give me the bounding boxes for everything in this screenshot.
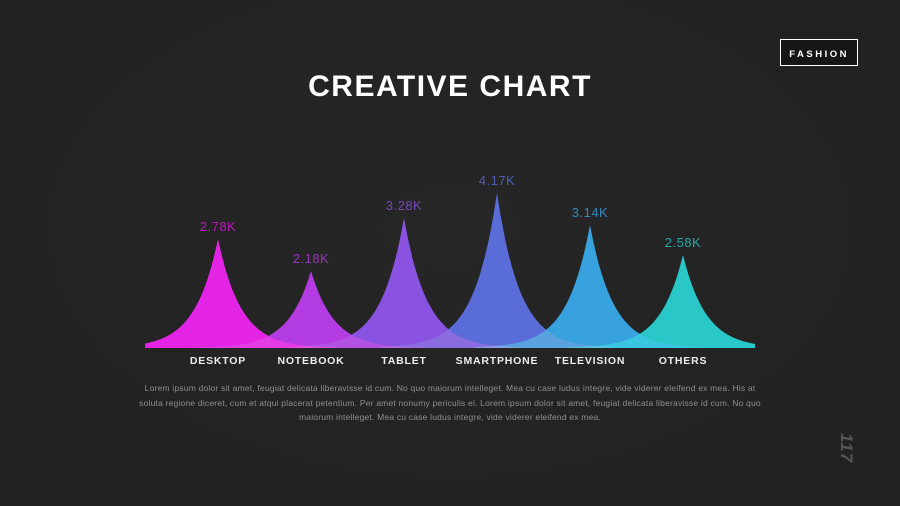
category-label-others: OTHERS <box>658 355 708 367</box>
category-label-notebook: NOTEBOOK <box>277 355 345 367</box>
value-label-notebook: 2.18K <box>292 251 330 266</box>
page-title: CREATIVE CHART <box>308 70 592 103</box>
value-label-desktop: 2.78K <box>199 219 237 234</box>
badge-label: FASHION <box>789 49 849 60</box>
value-label-others: 2.58K <box>664 235 702 250</box>
category-label-smartphone: SMARTPHONE <box>455 355 539 367</box>
description-text: Lorem ipsum dolor sit amet, feugiat deli… <box>139 383 761 423</box>
category-label-desktop: DESKTOP <box>189 355 247 367</box>
peak-desktop <box>145 239 333 348</box>
peak-smartphone <box>382 193 612 348</box>
value-label-tablet: 3.28K <box>385 198 423 213</box>
value-label-television: 3.14K <box>571 205 609 220</box>
peak-television <box>475 225 705 348</box>
category-label-tablet: TABLET <box>381 355 427 367</box>
peak-notebook <box>196 271 426 348</box>
fashion-logo-badge: FASHION <box>780 39 858 66</box>
value-label-smartphone: 4.17K <box>478 173 516 188</box>
peak-others <box>568 255 755 348</box>
peak-tablet <box>289 218 519 348</box>
category-label-television: TELEVISION <box>554 355 626 367</box>
page-number: 117 <box>837 432 856 464</box>
